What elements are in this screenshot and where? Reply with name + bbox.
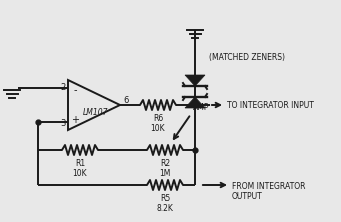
Text: +: + — [71, 115, 79, 125]
Text: 3: 3 — [61, 119, 66, 127]
Text: LM107: LM107 — [83, 107, 109, 117]
Text: R1
10K: R1 10K — [73, 159, 87, 178]
Text: TO INTEGRATOR INPUT: TO INTEGRATOR INPUT — [227, 101, 314, 109]
Text: FROM INTEGRATOR
OUTPUT: FROM INTEGRATOR OUTPUT — [232, 182, 306, 201]
Text: R6
10K: R6 10K — [151, 114, 165, 133]
Polygon shape — [185, 97, 205, 108]
Text: R5
8.2K: R5 8.2K — [157, 194, 174, 213]
Text: R2
1M: R2 1M — [159, 159, 171, 178]
Text: -: - — [73, 85, 77, 95]
Text: 2: 2 — [61, 83, 66, 91]
Text: 6: 6 — [123, 95, 128, 105]
Text: (MATCHED ZENERS): (MATCHED ZENERS) — [209, 52, 285, 61]
Polygon shape — [185, 75, 205, 86]
Text: AMP: AMP — [193, 103, 209, 112]
